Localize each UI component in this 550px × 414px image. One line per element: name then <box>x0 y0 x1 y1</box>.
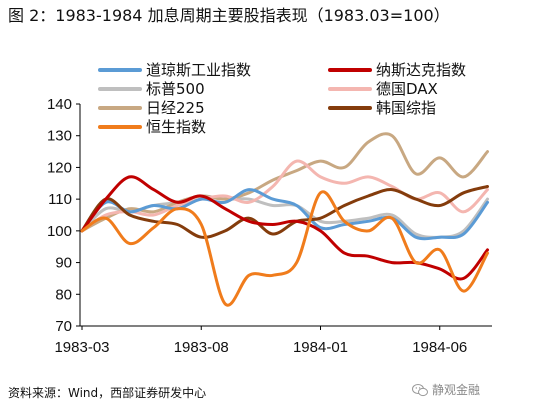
legend-label: 道琼斯工业指数 <box>146 61 251 79</box>
axes: 70 80 90 100 110 120 130 140 1983-03 1983-08 1984-… <box>47 96 492 356</box>
x-tick-label: 1984-01 <box>293 339 348 356</box>
y-tick-label: 90 <box>55 255 72 272</box>
series-line-6 <box>80 185 489 239</box>
legend-label: 德国DAX <box>376 80 438 98</box>
y-tick-label: 100 <box>47 223 72 240</box>
y-tick-label: 80 <box>55 286 72 303</box>
series-line-1 <box>80 188 489 241</box>
source-note: 资料来源：Wind，西部证券研发中心 <box>8 386 207 400</box>
x-tick-label: 1983-03 <box>54 339 109 356</box>
watermark-text: 静观金融 <box>432 383 481 397</box>
watermark: 静观金融 <box>412 381 480 398</box>
series-line-5 <box>80 132 489 233</box>
series-line-7 <box>80 190 489 307</box>
legend-label: 标普500 <box>146 80 205 98</box>
y-tick-label: 110 <box>48 191 72 208</box>
series-lines <box>80 132 489 307</box>
y-tick-label: 140 <box>47 96 72 113</box>
y-tick-label: 120 <box>47 159 72 176</box>
wechat-icon <box>412 383 428 396</box>
legend-label: 纳斯达克指数 <box>376 61 466 79</box>
legend-label: 日经225 <box>146 99 205 117</box>
x-tick-label: 1983-08 <box>174 339 229 356</box>
legend-label: 恒生指数 <box>146 118 206 136</box>
x-tick-label: 1984-06 <box>412 339 467 356</box>
legend-label: 韩国综指 <box>376 99 436 117</box>
y-tick-label: 130 <box>47 128 72 145</box>
chart-title: 图 2：1983-1984 加息周期主要股指表现（1983.03=100） <box>8 6 450 25</box>
y-tick-label: 70 <box>55 318 72 335</box>
